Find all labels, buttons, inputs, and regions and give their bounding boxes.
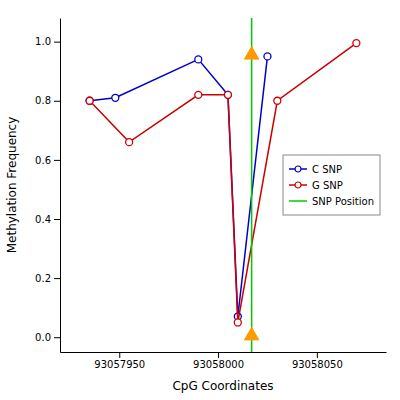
tick-label: 93058000 bbox=[193, 359, 244, 370]
tick-mark bbox=[317, 352, 318, 358]
y-axis: 0.0 0.2 0.4 0.6 0.8 1.0 bbox=[35, 19, 60, 353]
chart: 93057950 93058000 93058050 0.0 0.2 0.4 0.6 0.8 1… bbox=[0, 0, 400, 400]
tick: 0.8 bbox=[35, 95, 60, 106]
tick: 93058050 bbox=[292, 352, 343, 370]
line bbox=[90, 56, 268, 316]
legend-swatch bbox=[295, 166, 301, 172]
x-axis-title: CpG Coordinates bbox=[172, 379, 273, 393]
tick: 0.4 bbox=[35, 214, 60, 225]
axis-line bbox=[60, 19, 61, 353]
x-axis: 93057950 93058000 93058050 bbox=[61, 352, 387, 370]
legend-item: SNP Position bbox=[289, 196, 374, 207]
point bbox=[86, 97, 93, 104]
point bbox=[234, 319, 241, 326]
tick-label: 93057950 bbox=[94, 359, 145, 370]
legend-swatch bbox=[289, 200, 307, 202]
legend-swatch bbox=[295, 182, 301, 188]
series bbox=[86, 40, 360, 326]
point bbox=[195, 91, 202, 98]
legend-item: G SNP bbox=[289, 180, 343, 191]
tick-mark bbox=[54, 42, 60, 43]
legend: C SNP G SNP SNP Position bbox=[283, 155, 380, 215]
point bbox=[244, 47, 258, 59]
vertical-line bbox=[251, 18, 253, 352]
point bbox=[126, 139, 133, 146]
series bbox=[251, 18, 252, 352]
point bbox=[224, 91, 231, 98]
tick: 93057950 bbox=[94, 352, 145, 370]
tick: 0.0 bbox=[35, 332, 60, 343]
point bbox=[244, 327, 258, 339]
legend-label: C SNP bbox=[312, 164, 342, 175]
tick-label: 93058050 bbox=[292, 359, 343, 370]
series bbox=[244, 47, 258, 340]
tick: 93058000 bbox=[193, 352, 244, 370]
marks bbox=[86, 18, 360, 352]
point bbox=[353, 40, 360, 47]
tick: 0.6 bbox=[35, 155, 60, 166]
tick-mark bbox=[54, 337, 60, 338]
plot: 93057950 93058000 93058050 0.0 0.2 0.4 0.6 0.8 1… bbox=[5, 18, 387, 393]
line bbox=[90, 43, 357, 322]
tick-label: 0.6 bbox=[35, 155, 51, 166]
tick-label: 1.0 bbox=[35, 36, 51, 47]
legend-label: SNP Position bbox=[312, 196, 374, 207]
tick-mark bbox=[54, 160, 60, 161]
tick-mark bbox=[54, 219, 60, 220]
point bbox=[224, 91, 231, 98]
point bbox=[86, 97, 93, 104]
tick-mark bbox=[54, 278, 60, 279]
point bbox=[274, 97, 281, 104]
tick-label: 0.0 bbox=[35, 332, 51, 343]
axis-line bbox=[61, 352, 387, 353]
series bbox=[86, 53, 271, 320]
y-axis-title: Methylation Frequency bbox=[5, 117, 19, 254]
point bbox=[264, 53, 271, 60]
tick: 1.0 bbox=[35, 36, 60, 47]
tick-label: 0.8 bbox=[35, 95, 51, 106]
tick: 0.2 bbox=[35, 273, 60, 284]
tick-mark bbox=[218, 352, 219, 358]
tick-mark bbox=[54, 101, 60, 102]
point bbox=[195, 56, 202, 63]
point bbox=[112, 94, 119, 101]
tick-mark bbox=[119, 352, 120, 358]
tick-label: 0.2 bbox=[35, 273, 51, 284]
legend-item: C SNP bbox=[289, 164, 342, 175]
legend-box bbox=[283, 155, 380, 215]
tick-label: 0.4 bbox=[35, 214, 51, 225]
legend-label: G SNP bbox=[312, 180, 343, 191]
